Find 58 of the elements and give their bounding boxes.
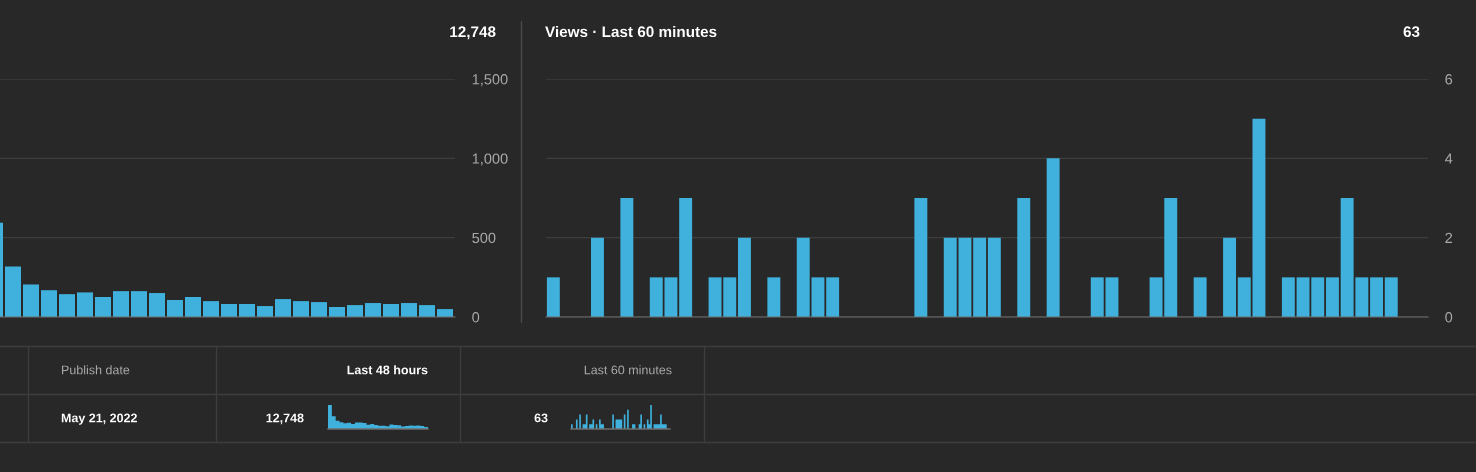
chart-title: Views · Last 60 minutes bbox=[545, 25, 717, 38]
bar bbox=[1046, 158, 1060, 317]
y-tick-label: 500 bbox=[472, 232, 496, 244]
y-tick-label: 2 bbox=[1445, 232, 1453, 243]
bar bbox=[311, 302, 327, 317]
bar bbox=[679, 198, 693, 317]
text: Publish date bbox=[62, 365, 130, 375]
text: 12,748 bbox=[266, 413, 304, 425]
text: 63 bbox=[534, 413, 548, 423]
bar bbox=[401, 303, 417, 317]
bar bbox=[59, 294, 75, 317]
text: Last 60 minutes bbox=[584, 365, 672, 375]
bar bbox=[1017, 198, 1031, 317]
y-tick-label: 1,000 bbox=[472, 153, 508, 166]
bar bbox=[987, 237, 1001, 317]
text: May 21, 2022 bbox=[61, 413, 137, 425]
bar bbox=[767, 277, 781, 317]
bar bbox=[329, 307, 345, 317]
text: 12,748 bbox=[450, 26, 496, 40]
bar bbox=[383, 303, 399, 317]
bar bbox=[293, 301, 309, 317]
bar bbox=[23, 284, 39, 317]
bar bbox=[131, 291, 147, 317]
text: Last 48 hours bbox=[347, 365, 428, 375]
bar bbox=[95, 297, 111, 317]
text: 63 bbox=[1403, 26, 1420, 38]
bar bbox=[149, 293, 165, 317]
bar bbox=[914, 198, 928, 317]
bar bbox=[347, 305, 363, 317]
bar bbox=[546, 277, 560, 317]
bar bbox=[826, 277, 840, 317]
bar bbox=[239, 303, 255, 317]
bar bbox=[257, 306, 273, 317]
bar bbox=[167, 300, 183, 317]
bar bbox=[620, 198, 634, 317]
bar bbox=[41, 290, 57, 317]
bar bbox=[203, 301, 219, 317]
bar bbox=[275, 299, 291, 317]
bar bbox=[113, 291, 129, 317]
bar bbox=[419, 305, 435, 317]
y-tick-label: 0 bbox=[1445, 312, 1453, 323]
bar bbox=[185, 297, 201, 317]
bar bbox=[1370, 277, 1384, 317]
y-tick-label: 1,500 bbox=[472, 74, 508, 87]
y-tick-label: 0 bbox=[472, 312, 480, 323]
bar bbox=[1325, 277, 1339, 317]
bar bbox=[590, 237, 604, 317]
bar bbox=[1384, 277, 1398, 317]
bar bbox=[973, 237, 987, 317]
bar bbox=[737, 237, 751, 317]
bar bbox=[1281, 277, 1295, 317]
bar bbox=[1193, 277, 1207, 317]
bar bbox=[365, 303, 381, 317]
y-tick-label: 6 bbox=[1445, 74, 1453, 85]
bar bbox=[1223, 237, 1237, 317]
y-tick-label: 4 bbox=[1445, 153, 1453, 164]
bar bbox=[221, 303, 237, 317]
bar bbox=[77, 292, 93, 317]
